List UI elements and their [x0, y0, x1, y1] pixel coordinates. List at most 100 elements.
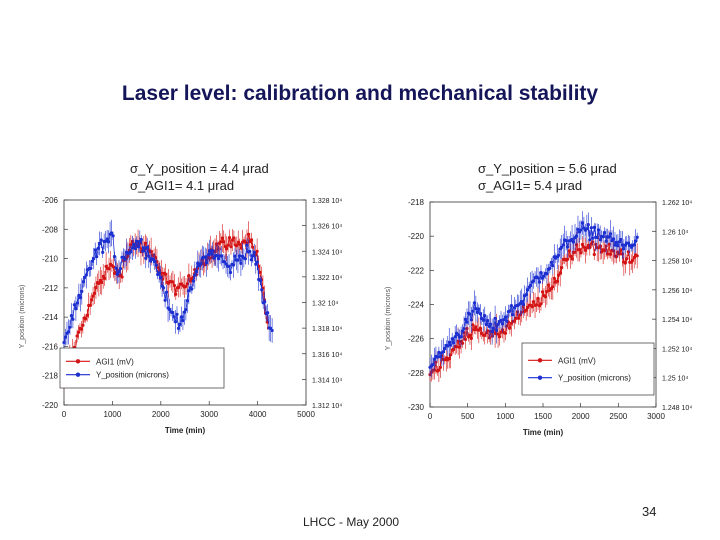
right-agi1-point: [600, 250, 604, 254]
left-agi1-point: [238, 242, 242, 246]
left-y_position-point: [93, 248, 97, 252]
right-y_position-point: [574, 234, 579, 238]
right-agi1-point: [438, 365, 442, 369]
right-y_position-point: [604, 239, 608, 243]
left-y_position-point: [249, 258, 253, 262]
left-y_position-point: [132, 242, 136, 247]
left-y_position-point: [190, 287, 194, 291]
right-sigma-agi1: σ_AGI1= 5.4 μrad: [478, 178, 583, 193]
right-y_position-point: [580, 221, 584, 225]
right-y_position-point: [474, 307, 478, 311]
left-y_position-point: [206, 253, 210, 257]
right-y_position-point: [591, 236, 595, 240]
right-agi1-point: [437, 368, 441, 372]
right-agi1-point: [469, 336, 473, 340]
right-y_position-point: [588, 238, 592, 242]
left-agi1-point: [90, 298, 94, 302]
left-sigma-text: σ_Y_position = 4.4 μrad σ_AGI1= 4.1 μrad: [130, 160, 269, 194]
right-y_position-point: [520, 300, 524, 304]
right-agi1-point: [546, 283, 550, 287]
left-y-tick-label: -218: [42, 372, 59, 381]
right-y_position-point: [489, 322, 493, 326]
left-y_position-point: [176, 326, 181, 330]
left-y_position-point: [165, 290, 169, 294]
right-y_position-point: [450, 337, 454, 341]
left-y_position-point: [63, 335, 68, 339]
right-y_position-point: [611, 237, 616, 241]
right-agi1-point: [508, 326, 512, 330]
left-y_position-point: [135, 239, 139, 243]
right-agi1-point: [458, 345, 462, 349]
right-y_position-point: [443, 346, 447, 351]
left-x-tick-label: 3000: [200, 410, 218, 419]
right-y_position-point: [566, 245, 570, 249]
slide-title: Laser level: calibration and mechanical …: [121, 82, 599, 105]
right-agi1-point: [560, 266, 564, 270]
left-y_position-point: [98, 241, 102, 246]
left-agi1-point: [92, 291, 97, 295]
right-agi1-point: [493, 331, 497, 336]
right-legend-marker-y_position: [537, 375, 543, 380]
left-agi1-point: [164, 272, 168, 276]
right-agi1-point: [614, 255, 618, 259]
left-y_position-point: [78, 296, 82, 300]
left-agi1-point: [75, 334, 79, 338]
right-y_position-point: [616, 244, 620, 248]
right-y_position-point: [477, 307, 481, 311]
page-number: 34: [642, 504, 657, 519]
left-y2-tick-label: 1.328 10⁴: [312, 198, 342, 205]
right-y_position-point: [484, 322, 488, 327]
right-agi1-point: [567, 249, 571, 253]
right-agi1-point: [524, 308, 528, 312]
right-y_position-point: [529, 283, 533, 288]
right-y_position-point: [453, 335, 457, 339]
left-y_position-point: [170, 310, 175, 315]
right-agi1-point: [461, 341, 465, 345]
right-y2-tick-label: 1.26 10⁴: [662, 229, 688, 236]
left-y_position-point: [77, 293, 81, 297]
right-agi1-point: [566, 257, 570, 261]
right-agi1-point: [532, 300, 536, 304]
right-y-axis-label: Y_position (microns): [385, 287, 392, 351]
left-agi1-point: [156, 266, 160, 270]
left-y2-tick-label: 1.324 10⁴: [312, 249, 342, 256]
left-agi1-point: [219, 240, 223, 244]
right-agi1-point: [474, 325, 478, 329]
right-agi1-point: [543, 295, 547, 299]
right-agi1-point: [580, 242, 584, 247]
left-y_position-point: [217, 257, 221, 261]
right-y_position-point: [509, 304, 513, 308]
left-agi1-point: [81, 323, 85, 327]
right-agi1-point: [551, 285, 555, 289]
right-y_position-point: [486, 319, 490, 323]
left-agi1-point: [255, 249, 259, 253]
right-agi1-point: [555, 279, 559, 283]
left-y_position-point: [181, 319, 185, 323]
left-y_position-point: [220, 254, 224, 258]
right-y_position-point: [521, 302, 525, 306]
right-y_position-point: [551, 264, 555, 268]
right-y_position-point: [475, 310, 479, 314]
left-y_position-point: [203, 255, 207, 259]
right-agi1-point: [472, 328, 476, 332]
right-y_position-point: [595, 235, 599, 240]
left-agi1-point: [103, 276, 107, 280]
left-y_position-point: [96, 246, 100, 250]
right-agi1-point: [631, 258, 635, 262]
left-agi1-point: [94, 286, 98, 290]
right-y_position-point: [608, 232, 613, 236]
right-y_position-point: [431, 363, 435, 367]
left-agi1-point: [85, 313, 89, 317]
right-x-tick-label: 3000: [647, 412, 665, 421]
left-y_position-point: [248, 249, 252, 254]
right-sigma-y-position: σ_Y_position = 5.6 μrad: [478, 161, 617, 176]
left-agi1-point: [120, 275, 124, 279]
left-y2-tick-label: 1.322 10⁴: [312, 275, 342, 282]
left-agi1-point: [177, 285, 181, 289]
left-y_position-point: [209, 252, 213, 256]
right-agi1-point: [569, 254, 573, 258]
left-y_position-point: [62, 340, 66, 345]
left-y_position-point: [105, 237, 109, 241]
left-y_position-point: [69, 314, 73, 318]
right-agi1-point: [471, 323, 475, 327]
